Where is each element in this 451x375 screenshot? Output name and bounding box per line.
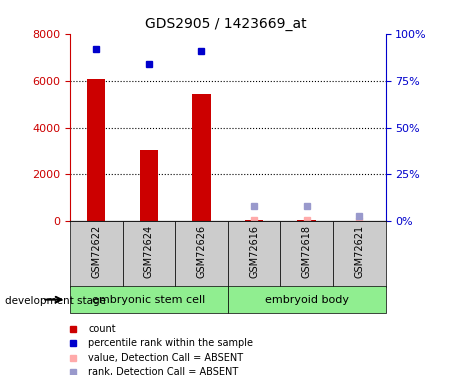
- Bar: [350, 220, 368, 221]
- Bar: [281, 221, 333, 287]
- Bar: [70, 286, 228, 313]
- Text: GSM72616: GSM72616: [249, 225, 259, 278]
- Text: GSM72618: GSM72618: [302, 225, 312, 278]
- Text: GSM72622: GSM72622: [91, 225, 101, 278]
- Text: embryoid body: embryoid body: [265, 295, 349, 304]
- Bar: [87, 80, 106, 221]
- Text: value, Detection Call = ABSENT: value, Detection Call = ABSENT: [88, 352, 244, 363]
- Bar: [333, 221, 386, 287]
- Text: rank, Detection Call = ABSENT: rank, Detection Call = ABSENT: [88, 367, 239, 375]
- Bar: [228, 286, 386, 313]
- Text: GSM72626: GSM72626: [197, 225, 207, 278]
- Bar: [192, 93, 211, 221]
- Bar: [228, 221, 281, 287]
- Bar: [140, 150, 158, 221]
- Text: embryonic stem cell: embryonic stem cell: [92, 295, 206, 304]
- Text: development stage: development stage: [5, 296, 106, 306]
- Bar: [123, 221, 175, 287]
- Text: percentile rank within the sample: percentile rank within the sample: [88, 338, 253, 348]
- Text: count: count: [88, 324, 116, 333]
- Text: GSM72621: GSM72621: [354, 225, 364, 278]
- Text: GSM72624: GSM72624: [144, 225, 154, 278]
- Text: GDS2905 / 1423669_at: GDS2905 / 1423669_at: [145, 17, 306, 31]
- Bar: [298, 220, 316, 221]
- Bar: [245, 220, 263, 221]
- Bar: [70, 221, 123, 287]
- Bar: [175, 221, 228, 287]
